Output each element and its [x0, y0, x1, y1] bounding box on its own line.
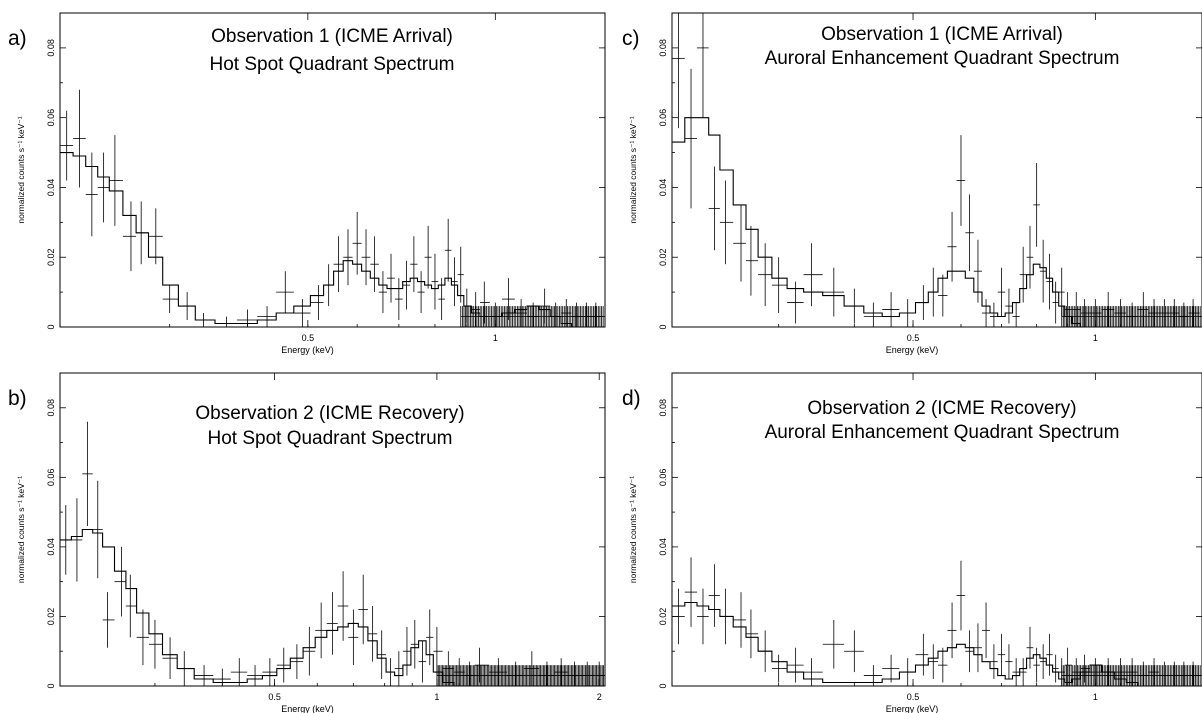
y-tick-label: 0.06 [658, 469, 668, 487]
y-tick-label: 0.04 [46, 538, 56, 556]
y-tick-label: 0.04 [658, 538, 668, 556]
y-tick-label: 0.06 [46, 469, 56, 487]
model-step-line [672, 601, 1200, 687]
chart-subtitle: Auroral Enhancement Quadrant Spectrum [765, 48, 1120, 69]
y-tick-label: 0 [46, 324, 56, 329]
panel-label: a) [8, 27, 27, 50]
y-axis-label: normalized counts s⁻¹ keV⁻¹ [628, 116, 638, 223]
y-axis-label: normalized counts s⁻¹ keV⁻¹ [16, 116, 26, 223]
model-step-line [60, 528, 605, 687]
panel-label: d) [622, 387, 641, 410]
y-tick-label: 0.08 [658, 399, 668, 417]
x-axis-label: Energy (keV) [886, 704, 939, 713]
x-axis-label: Energy (keV) [281, 345, 334, 355]
y-axis-label: normalized counts s⁻¹ keV⁻¹ [16, 476, 26, 583]
x-tick-label: 1 [493, 333, 498, 343]
panel-label: b) [8, 387, 27, 410]
y-tick-label: 0.08 [46, 39, 56, 57]
x-axis-label: Energy (keV) [886, 345, 939, 355]
y-axis-label: normalized counts s⁻¹ keV⁻¹ [628, 476, 638, 583]
y-tick-label: 0.04 [658, 179, 668, 197]
x-tick-label: 0.5 [907, 692, 920, 702]
chart-subtitle: Hot Spot Quadrant Spectrum [209, 54, 454, 75]
model-step-line [672, 117, 1200, 328]
y-tick-label: 0.02 [46, 248, 56, 266]
y-tick-label: 0.02 [658, 608, 668, 626]
y-tick-label: 0.02 [46, 608, 56, 626]
x-axis-label: Energy (keV) [281, 704, 334, 713]
chart-subtitle: Hot Spot Quadrant Spectrum [207, 428, 452, 449]
y-tick-label: 0 [658, 324, 668, 329]
x-tick-label: 0.5 [302, 333, 315, 343]
x-tick-label: 1 [1093, 692, 1098, 702]
panel-label: c) [622, 27, 640, 50]
y-tick-label: 0.06 [46, 109, 56, 127]
y-tick-label: 0 [658, 683, 668, 688]
x-tick-label: 1 [434, 692, 439, 702]
x-tick-label: 1 [1093, 333, 1098, 343]
y-tick-label: 0.04 [46, 179, 56, 197]
x-tick-label: 2 [597, 692, 602, 702]
spectrum-panel-4: d) Observation 2 (ICME Recovery) Auroral E… [622, 372, 1202, 713]
chart-subtitle: Auroral Enhancement Quadrant Spectrum [765, 422, 1120, 443]
spectrum-panel-2: c) Observation 1 (ICME Arrival) Auroral En… [622, 12, 1202, 355]
y-tick-label: 0.08 [46, 399, 56, 417]
x-tick-label: 0.5 [907, 333, 920, 343]
plot-frame [59, 12, 606, 328]
spectrum-panel-3: b) Observation 2 (ICME Recovery) Hot Spot … [8, 372, 606, 713]
y-tick-label: 0.02 [658, 248, 668, 266]
chart-title: Observation 2 (ICME Recovery) [807, 398, 1076, 419]
y-tick-label: 0 [46, 683, 56, 688]
plot-frame [671, 12, 1202, 328]
chart-title: Observation 1 (ICME Arrival) [821, 24, 1063, 45]
chart-title: Observation 1 (ICME Arrival) [211, 26, 453, 47]
model-step-line [60, 152, 603, 328]
spectrum-panel-1: a) Observation 1 (ICME Arrival) Hot Spot Q… [8, 12, 606, 355]
x-tick-label: 0.5 [268, 692, 281, 702]
y-tick-label: 0.06 [658, 109, 668, 127]
chart-title: Observation 2 (ICME Recovery) [195, 403, 464, 424]
plot-frame [59, 372, 606, 687]
plot-frame [671, 372, 1202, 687]
y-tick-label: 0.08 [658, 39, 668, 57]
